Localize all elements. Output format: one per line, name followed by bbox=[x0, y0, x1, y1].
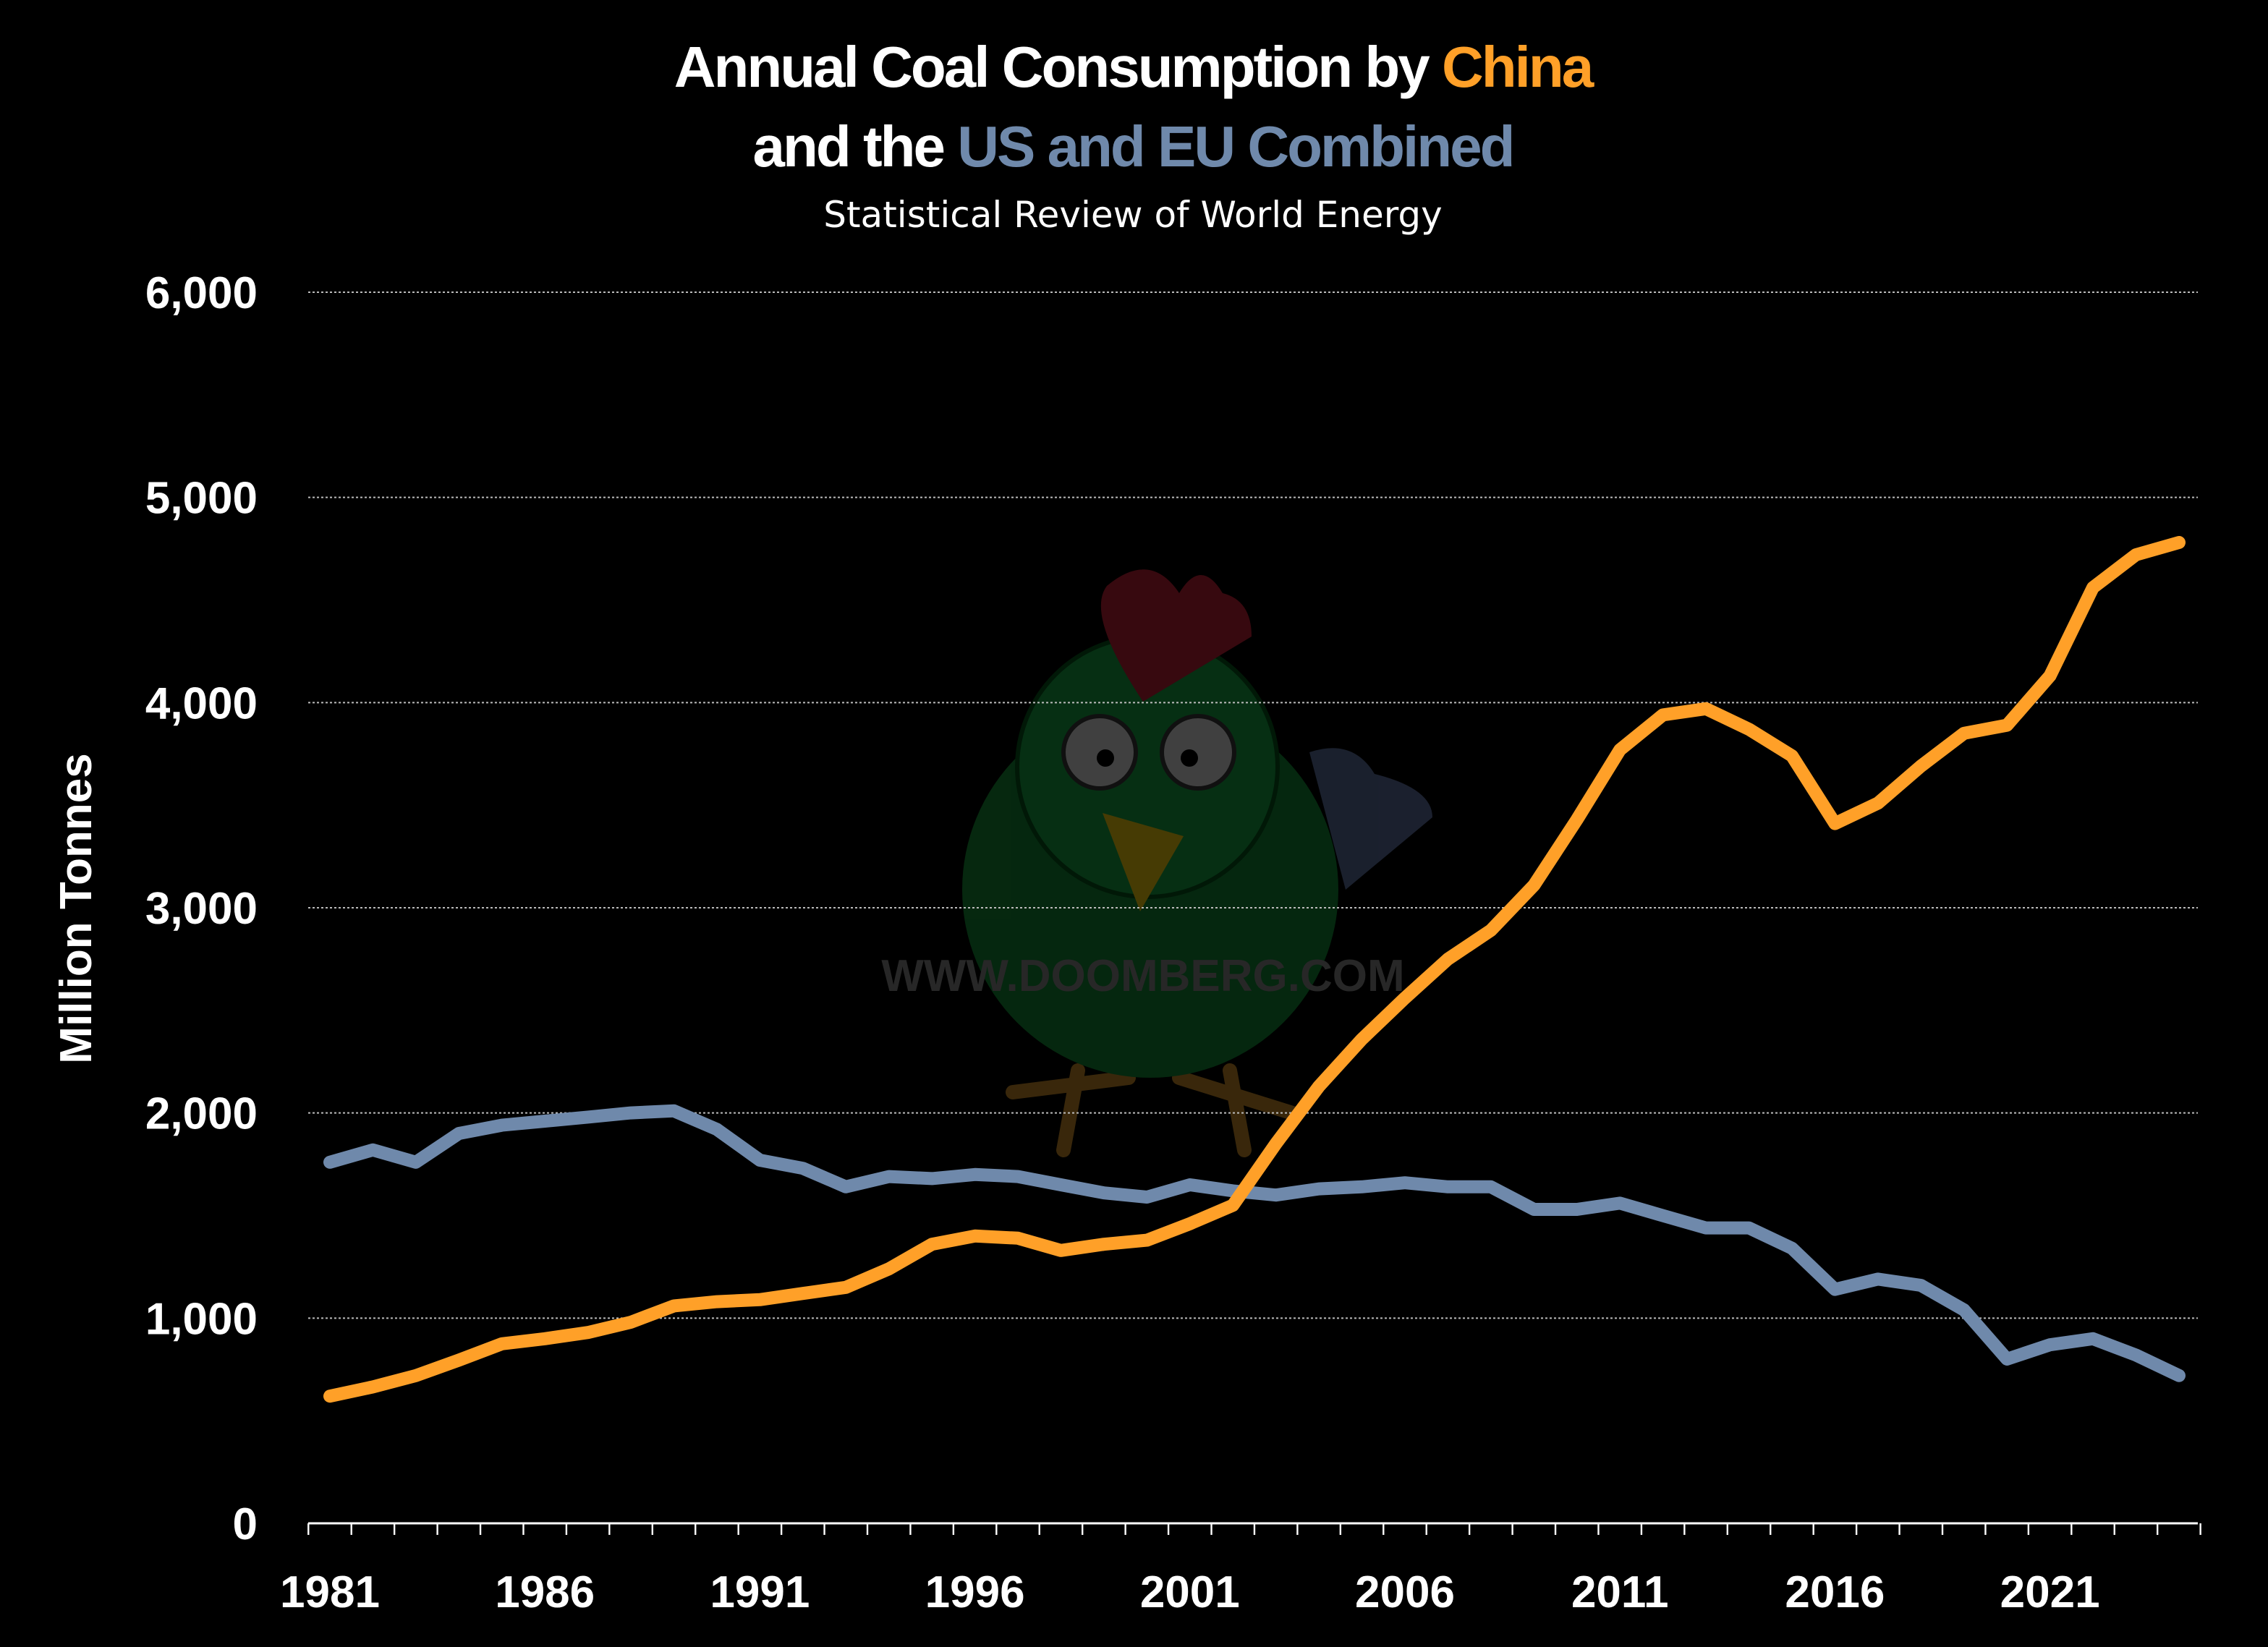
chart-title-line2: and the US and EU Combined bbox=[753, 114, 1513, 179]
title-text: and the bbox=[753, 114, 958, 179]
chart-subtitle: Statistical Review of World Energy bbox=[823, 194, 1443, 236]
y-axis-label: Million Tonnes bbox=[51, 753, 101, 1063]
y-tick-label: 4,000 bbox=[145, 678, 258, 728]
x-tick-label: 2011 bbox=[1571, 1567, 1669, 1617]
series-line-us-and-eu-combined bbox=[323, 1104, 2186, 1382]
title-china: China bbox=[1442, 35, 1594, 99]
y-tick-label: 5,000 bbox=[145, 474, 258, 524]
x-tick-label: 1996 bbox=[925, 1567, 1025, 1617]
x-tick-label: 2021 bbox=[2000, 1567, 2100, 1617]
title-text: Annual Coal Consumption by bbox=[674, 35, 1442, 99]
y-tick-label: 1,000 bbox=[145, 1294, 258, 1344]
watermark-chicken-icon: WWW.DOOMBERG.COM bbox=[881, 569, 1432, 1157]
x-tick-label: 1991 bbox=[710, 1567, 810, 1617]
chart-title-line1: Annual Coal Consumption by China bbox=[674, 35, 1594, 99]
x-tick-label: 2006 bbox=[1355, 1567, 1455, 1617]
x-tick-label: 1986 bbox=[495, 1567, 595, 1617]
y-tick-label: 6,000 bbox=[145, 268, 258, 318]
y-tick-label: 3,000 bbox=[145, 884, 258, 934]
y-tick-label: 0 bbox=[233, 1499, 258, 1549]
title-us-eu: US and EU Combined bbox=[957, 114, 1513, 179]
watermark-text: WWW.DOOMBERG.COM bbox=[881, 951, 1404, 1001]
x-tick-label: 2016 bbox=[1785, 1567, 1885, 1617]
x-tick-label: 1981 bbox=[280, 1567, 380, 1617]
x-tick-label: 2001 bbox=[1140, 1567, 1240, 1617]
y-tick-label: 2,000 bbox=[145, 1089, 258, 1139]
series-line-china bbox=[323, 536, 2186, 1403]
